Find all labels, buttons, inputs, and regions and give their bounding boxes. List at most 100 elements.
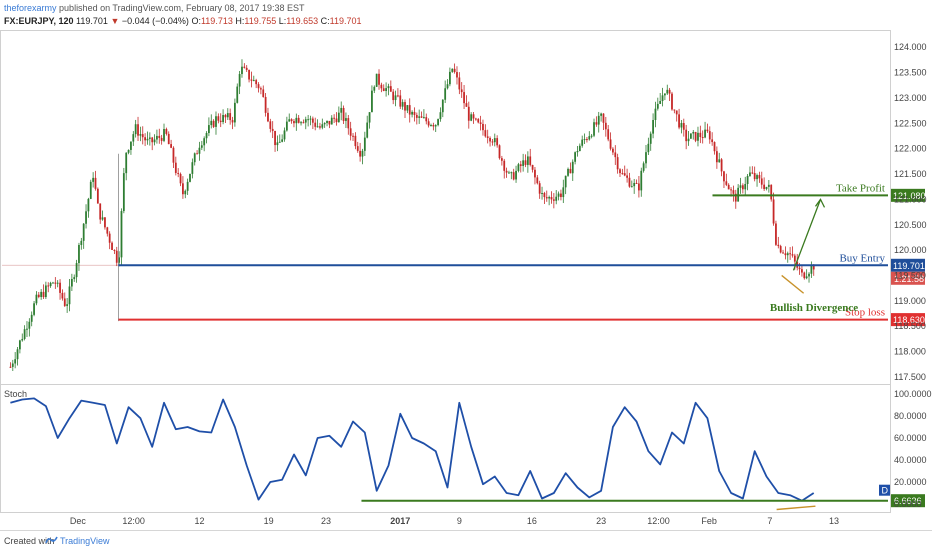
candle-body [789,253,792,255]
candle-body [458,77,461,90]
candle-body [725,181,728,185]
chart-canvas[interactable]: Take Profit 121.080 Buy Entry 119.701 Stop l… [0,0,932,530]
candle-body [654,108,657,121]
candle-body [723,171,725,182]
candle-body [297,117,300,123]
level-price-text: 121.080 [893,191,926,201]
price-tick-label: 119.500 [894,270,926,280]
candle-body [125,152,128,174]
candle-body [765,186,768,190]
tradingview-logo-icon [45,536,58,544]
candle-body [165,128,168,134]
candle-body [182,183,184,195]
candle-body [526,156,529,165]
candle-body [432,124,435,127]
candle-body [61,292,64,299]
candle-body [649,133,652,144]
candle-body [283,130,286,140]
candle-body [264,96,267,113]
candle-body [373,86,376,91]
low-label: L: [278,16,287,26]
price-tick-label: 118.000 [894,347,926,357]
candle-body [328,120,331,125]
time-tick-label: 19 [264,516,274,526]
countdown-text: 1:21:58 [894,274,924,284]
candle-body [153,139,156,143]
candle-body [172,147,175,163]
candle-body [78,244,80,264]
candle-body [174,162,177,173]
stoch-value-text: 6.6636 [894,496,922,506]
candle-body [366,122,369,138]
price-tick-label: 118.500 [894,321,926,331]
candle-body [619,169,621,174]
candle-body [645,152,647,164]
author-link[interactable]: theforexarmy [4,3,57,13]
candle-body [581,139,584,146]
candle-body [226,113,229,118]
candle-body [434,125,437,127]
candle-body [784,253,787,256]
candle-body [680,123,683,128]
candle-body [749,172,751,176]
candle-body [491,141,494,143]
candle-body [770,184,773,200]
candle-body [782,252,784,254]
price-tick-label: 120.000 [894,245,927,255]
candle-body [404,102,406,111]
candle-body [323,123,326,125]
candle-body [451,68,454,72]
candle-body [425,117,428,122]
candle-body [812,265,815,270]
candle-body [760,178,763,185]
candle-body [156,135,158,140]
candle-body [517,164,520,171]
candle-body [113,249,116,251]
candle-body [713,142,716,152]
candle-body [387,86,390,89]
high-value: 119.755 [244,16,277,26]
candle-body [741,185,744,190]
symbol-name[interactable]: FX:EURJPY, 120 [4,16,74,26]
candle-body [269,121,272,129]
candle-body [127,149,130,153]
price-tick-label: 121.000 [894,194,927,204]
close-label: C: [320,16,330,26]
candle-body [151,137,154,143]
candle-body [134,124,137,135]
level-label: Take Profit [836,182,885,194]
time-tick-label: 13 [829,516,839,526]
candle-body [704,129,706,138]
candle-body [583,139,586,141]
candle-body [633,182,636,187]
candle-body [132,134,135,142]
down-arrow-icon: ▼ [110,16,120,26]
candle-body [316,126,319,128]
candle-body [446,84,449,89]
candle-body [359,150,362,157]
candle-body [352,135,354,137]
time-tick-label: 23 [321,516,331,526]
candle-body [718,159,721,163]
candle-body [562,187,565,198]
candle-body [612,148,614,153]
tradingview-link[interactable]: TradingView [60,536,110,546]
candle-body [423,117,425,119]
candle-body [555,196,558,201]
open-value: 119.713 [200,16,233,26]
candle-body [489,137,491,142]
candle-body [659,101,662,104]
candle-body [337,112,340,123]
candle-body [245,67,248,70]
candle-body [772,199,775,224]
time-tick-label: 9 [457,516,462,526]
candle-body [56,282,59,284]
time-tick-label: 7 [767,516,772,526]
candle-body [697,132,699,141]
price-tick-label: 121.500 [894,169,927,179]
candle-body [543,193,546,198]
candle-body [104,217,106,228]
candle-body [803,272,806,279]
candle-body [189,173,191,182]
stoch-tick-label: 0.0000 [894,499,922,509]
